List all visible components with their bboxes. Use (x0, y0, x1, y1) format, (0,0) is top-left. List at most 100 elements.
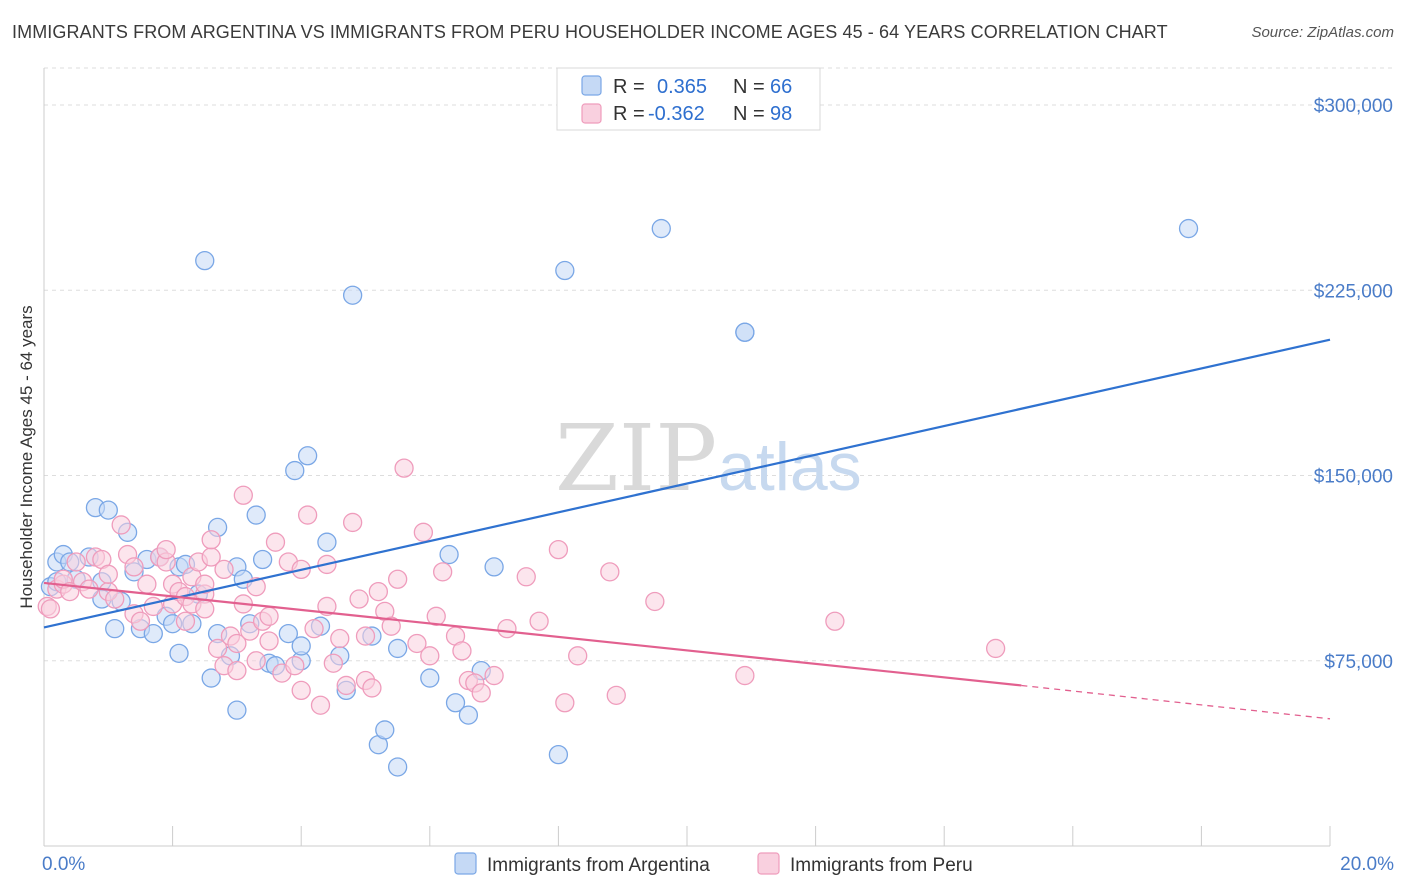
peru-point-62 (323, 653, 344, 673)
trend-lines (43, 338, 1331, 720)
legend-box: R = 0.365 N = 66 R = -0.362 N = 98 (556, 67, 821, 131)
argentina-point-39 (278, 623, 298, 644)
legend-n-label-peru: N = (733, 103, 765, 125)
bottom-legend-swatch-peru (757, 852, 780, 875)
peru-point-73 (387, 569, 408, 589)
chart-source: Source: ZipAtlas.com (1251, 24, 1394, 41)
peru-point-36 (201, 530, 221, 550)
peru-point-45 (240, 621, 260, 641)
argentina-point-17 (143, 623, 163, 644)
peru-point-50 (259, 631, 279, 651)
peru-point-79 (433, 562, 453, 582)
trend-line-peru-extension (1021, 684, 1331, 720)
peru-point-46 (246, 651, 266, 671)
peru-point-67 (355, 626, 376, 646)
peru-point-59 (310, 695, 331, 715)
argentina-point-21 (169, 643, 189, 664)
legend-r-value-argentina: 0.365 (657, 76, 707, 98)
chart-title: IMMIGRANTS FROM ARGENTINA VS IMMIGRANTS … (12, 22, 1168, 42)
peru-point-54 (285, 656, 305, 676)
bottom-legend: Immigrants from Argentina Immigrants fro… (454, 852, 973, 876)
peru-point-90 (555, 693, 575, 713)
peru-point-64 (336, 675, 356, 696)
argentina-point-42 (291, 636, 311, 656)
peru-point-33 (195, 574, 215, 594)
peru-point-42 (227, 660, 247, 681)
argentina-point-10 (98, 500, 118, 520)
peru-point-60 (317, 596, 337, 617)
argentina-point-48 (342, 285, 363, 305)
peru-point-37 (207, 638, 228, 659)
legend-r-label-argentina: R = (613, 76, 645, 98)
argentina-point-53 (387, 638, 408, 659)
legend-r-label-peru: R = (613, 103, 645, 125)
peru-point-57 (297, 505, 318, 525)
peru-point-91 (568, 646, 588, 666)
argentina-point-65 (1178, 218, 1199, 239)
y-tick-label-2: $225,000 (1314, 281, 1393, 302)
argentina-point-40 (285, 460, 305, 481)
peru-point-69 (362, 678, 382, 698)
series-peru-points (37, 458, 1006, 715)
argentina-point-56 (445, 693, 466, 713)
x-tick-marks (43, 826, 1331, 846)
argentina-point-52 (387, 757, 408, 777)
peru-point-55 (291, 680, 311, 701)
peru-point-74 (394, 458, 414, 478)
peru-point-78 (426, 606, 446, 626)
peru-point-12 (98, 564, 118, 584)
peru-point-87 (516, 567, 536, 587)
legend-swatch-peru (581, 103, 602, 124)
peru-point-89 (548, 539, 569, 560)
y-tick-label-1: $150,000 (1314, 467, 1393, 488)
argentina-point-64 (735, 322, 755, 342)
argentina-point-27 (201, 668, 221, 688)
peru-point-93 (606, 685, 626, 705)
peru-point-92 (600, 562, 620, 582)
peru-point-95 (735, 665, 755, 686)
legend-n-value-peru: 98 (770, 103, 792, 125)
y-axis-label: Householder Income Ages 45 - 64 years (17, 305, 36, 608)
argentina-point-62 (651, 218, 671, 239)
legend-r-value-peru: -0.362 (648, 103, 705, 125)
argentina-point-55 (439, 544, 459, 565)
peru-point-28 (175, 611, 196, 631)
peru-point-63 (330, 628, 350, 649)
peru-point-41 (227, 633, 247, 654)
peru-point-81 (452, 641, 472, 661)
watermark: ZIP atlas (555, 405, 862, 512)
peru-point-16 (124, 557, 144, 577)
y-tick-label-0: $75,000 (1324, 652, 1393, 673)
peru-point-88 (529, 611, 549, 631)
peru-point-20 (143, 596, 163, 617)
peru-point-94 (645, 591, 665, 612)
y-tick-label-3: $300,000 (1314, 96, 1393, 117)
watermark-atlas: atlas (718, 429, 862, 505)
peru-point-96 (825, 611, 845, 631)
peru-point-49 (259, 606, 279, 626)
argentina-point-36 (252, 549, 273, 570)
bottom-legend-label-argentina: Immigrants from Argentina (487, 855, 710, 876)
peru-point-84 (471, 683, 491, 703)
peru-point-77 (420, 646, 440, 666)
peru-point-75 (407, 633, 427, 654)
legend-n-label-argentina: N = (733, 76, 765, 98)
peru-point-47 (246, 577, 266, 597)
peru-point-51 (265, 532, 286, 552)
x-tick-label-max: 20.0% (1340, 854, 1394, 875)
trend-line-peru (43, 581, 1022, 687)
bottom-legend-swatch-argentina (454, 852, 477, 875)
peru-point-72 (381, 616, 401, 636)
argentina-point-43 (297, 446, 318, 466)
peru-point-18 (130, 611, 151, 631)
argentina-point-32 (227, 700, 247, 720)
peru-point-65 (342, 512, 363, 533)
bottom-legend-label-peru: Immigrants from Peru (790, 855, 973, 876)
argentina-point-45 (317, 532, 337, 552)
peru-point-70 (368, 581, 389, 602)
argentina-point-59 (484, 557, 504, 577)
argentina-point-61 (555, 260, 575, 281)
peru-point-66 (349, 589, 369, 609)
argentina-point-35 (246, 505, 266, 525)
peru-point-19 (137, 574, 157, 594)
